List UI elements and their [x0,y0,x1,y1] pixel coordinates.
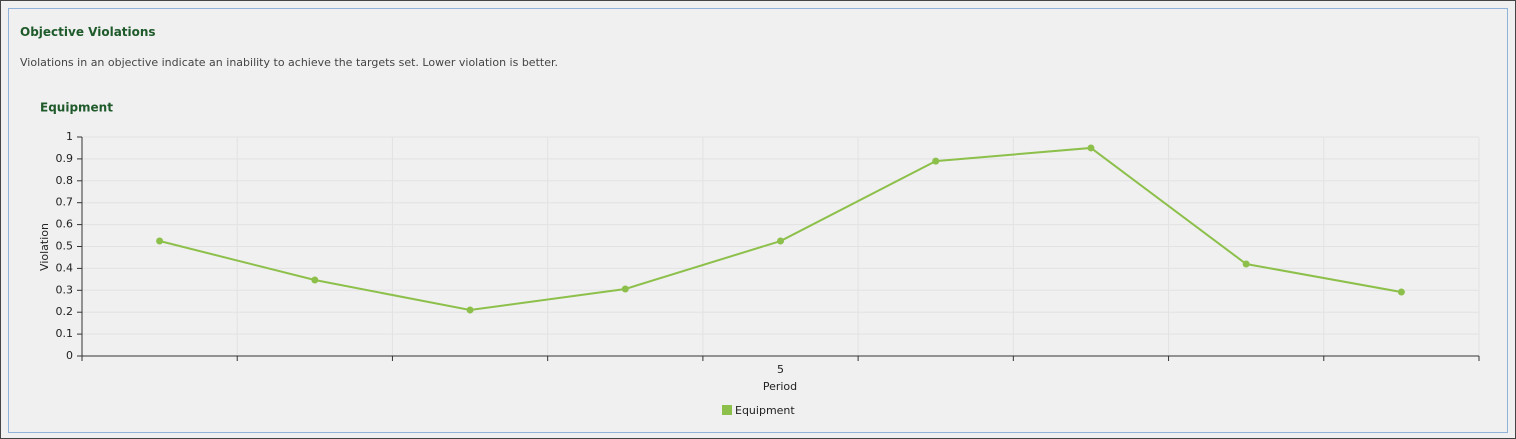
y-tick-label: 0.4 [56,261,74,274]
y-tick-label: 0.1 [56,327,74,340]
data-point [1397,288,1405,296]
data-point [1242,260,1250,268]
data-point [1087,144,1095,152]
data-point [777,237,784,245]
y-tick-label: 0.8 [56,174,74,187]
y-tick-label: 0.9 [56,152,74,165]
legend-label: Equipment [735,404,795,417]
data-point [466,306,474,314]
y-axis-label: Violation [38,223,51,271]
x-tick-label: 5 [777,363,784,376]
y-tick-label: 0.5 [56,240,74,253]
data-point [156,237,164,245]
chart-title: Equipment [40,101,113,115]
y-tick-label: 0.6 [56,218,74,231]
panel-frame [8,8,1508,433]
y-tick-label: 0 [66,349,73,362]
y-tick-label: 1 [66,130,73,143]
legend-swatch [722,405,732,415]
data-point [932,157,940,165]
panel-title: Objective Violations [20,25,156,39]
y-tick-label: 0.3 [56,283,74,296]
y-tick-label: 0.7 [56,196,74,209]
panel-description: Violations in an objective indicate an i… [20,56,558,69]
data-point [311,276,319,284]
x-axis-label: Period [763,380,797,393]
y-tick-label: 0.2 [56,305,74,318]
data-point [621,285,629,293]
series-line [159,146,1402,312]
